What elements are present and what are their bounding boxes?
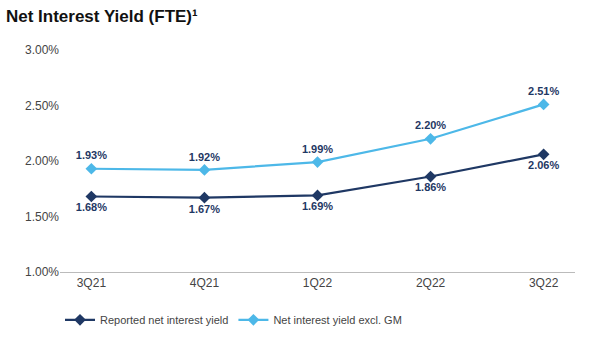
svg-text:3Q22: 3Q22 — [529, 276, 559, 290]
svg-text:2Q22: 2Q22 — [416, 276, 446, 290]
svg-text:4Q21: 4Q21 — [190, 276, 220, 290]
svg-text:3Q21: 3Q21 — [77, 276, 107, 290]
svg-text:2.51%: 2.51% — [528, 85, 559, 97]
svg-text:Reported net interest yield: Reported net interest yield — [100, 314, 228, 326]
svg-text:3.00%: 3.00% — [25, 43, 59, 57]
svg-text:1.00%: 1.00% — [25, 265, 59, 279]
svg-text:1.99%: 1.99% — [302, 143, 333, 155]
svg-text:1.68%: 1.68% — [76, 201, 107, 213]
svg-text:1.93%: 1.93% — [76, 149, 107, 161]
svg-text:2.20%: 2.20% — [415, 119, 446, 131]
svg-text:Net Interest Yield (FTE)¹: Net Interest Yield (FTE)¹ — [6, 7, 198, 26]
svg-text:2.00%: 2.00% — [25, 154, 59, 168]
svg-text:1.69%: 1.69% — [302, 200, 333, 212]
svg-text:1.67%: 1.67% — [189, 203, 220, 215]
svg-text:1.50%: 1.50% — [25, 210, 59, 224]
svg-text:2.06%: 2.06% — [528, 159, 559, 171]
svg-text:2.50%: 2.50% — [25, 99, 59, 113]
svg-text:Net interest yield excl. GM: Net interest yield excl. GM — [273, 314, 401, 326]
svg-text:1.86%: 1.86% — [415, 181, 446, 193]
svg-text:1Q22: 1Q22 — [303, 276, 333, 290]
svg-text:1.92%: 1.92% — [189, 151, 220, 163]
